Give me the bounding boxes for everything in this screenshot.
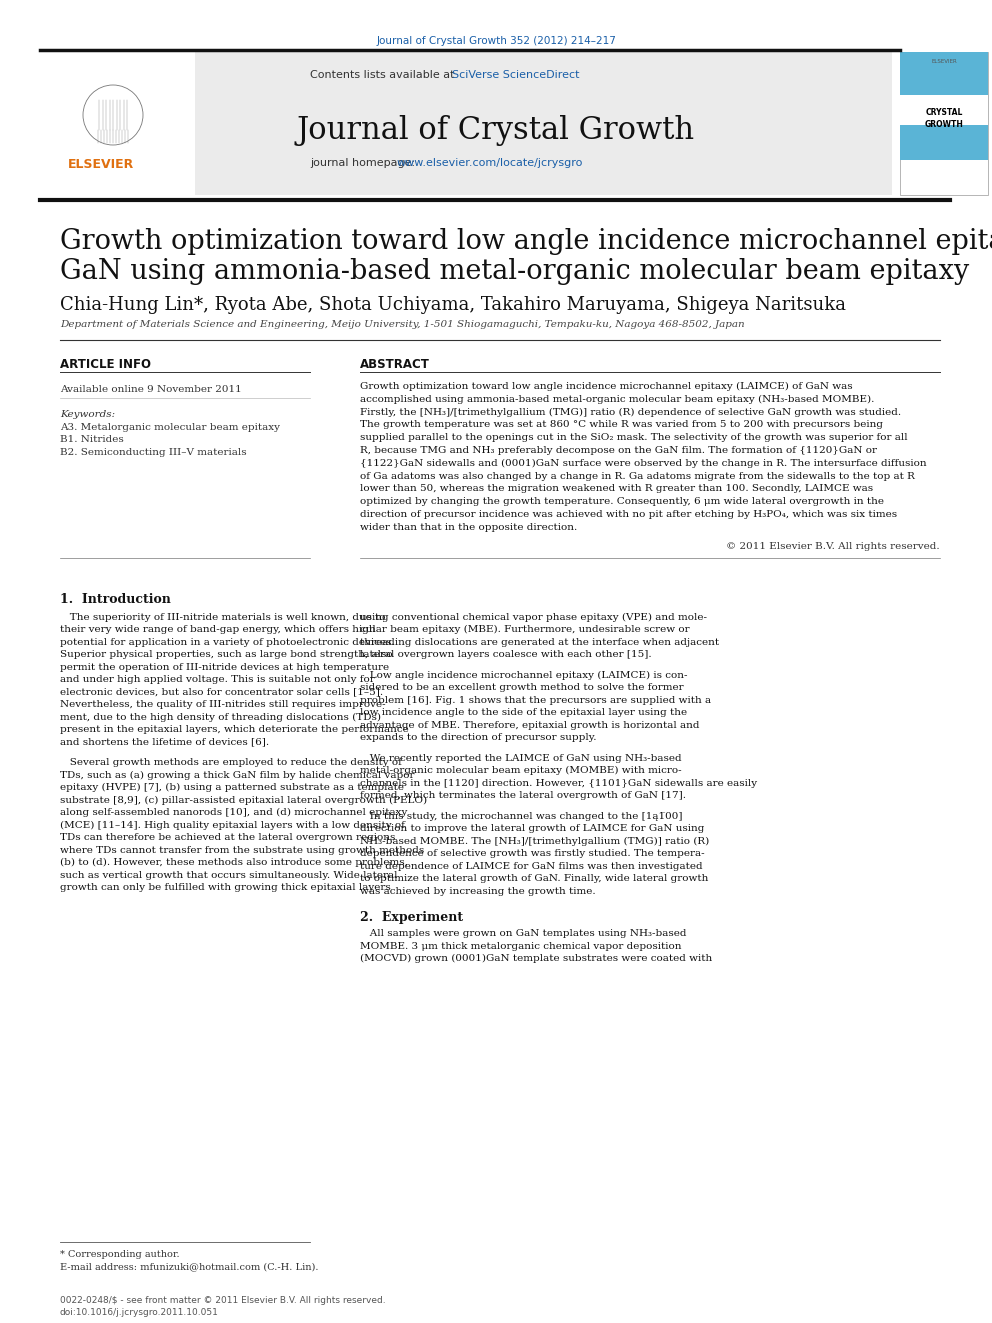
Text: present in the epitaxial layers, which deteriorate the performance: present in the epitaxial layers, which d… <box>60 725 409 734</box>
Text: The superiority of III-nitride materials is well known, due to: The superiority of III-nitride materials… <box>60 613 386 622</box>
Text: 2.  Experiment: 2. Experiment <box>360 912 463 923</box>
Text: * Corresponding author.: * Corresponding author. <box>60 1250 180 1259</box>
Text: accomplished using ammonia-based metal-organic molecular beam epitaxy (NH₃-based: accomplished using ammonia-based metal-o… <box>360 394 874 404</box>
Text: Keywords:: Keywords: <box>60 410 115 419</box>
Text: B1. Nitrides: B1. Nitrides <box>60 435 124 445</box>
Text: formed, which terminates the lateral overgrowth of GaN [17].: formed, which terminates the lateral ove… <box>360 791 686 800</box>
Text: potential for application in a variety of photoelectronic devices.: potential for application in a variety o… <box>60 638 395 647</box>
Text: SciVerse ScienceDirect: SciVerse ScienceDirect <box>452 70 579 79</box>
Text: of Ga adatoms was also changed by a change in R. Ga adatoms migrate from the sid: of Ga adatoms was also changed by a chan… <box>360 471 915 480</box>
Text: R, because TMG and NH₃ preferably decompose on the GaN film. The formation of {1: R, because TMG and NH₃ preferably decomp… <box>360 446 877 455</box>
Text: substrate [8,9], (c) pillar-assisted epitaxial lateral overgrowth (PELO): substrate [8,9], (c) pillar-assisted epi… <box>60 795 428 804</box>
Text: using conventional chemical vapor phase epitaxy (VPE) and mole-: using conventional chemical vapor phase … <box>360 613 707 622</box>
Text: ABSTRACT: ABSTRACT <box>360 359 430 370</box>
Text: electronic devices, but also for concentrator solar cells [1–5].: electronic devices, but also for concent… <box>60 688 383 697</box>
Text: 0022-0248/$ - see front matter © 2011 Elsevier B.V. All rights reserved.: 0022-0248/$ - see front matter © 2011 El… <box>60 1297 386 1304</box>
Text: advantage of MBE. Therefore, epitaxial growth is horizontal and: advantage of MBE. Therefore, epitaxial g… <box>360 721 699 729</box>
Text: Nevertheless, the quality of III-nitrides still requires improve-: Nevertheless, the quality of III-nitride… <box>60 700 386 709</box>
Text: Chia-Hung Lin*, Ryota Abe, Shota Uchiyama, Takahiro Maruyama, Shigeya Naritsuka: Chia-Hung Lin*, Ryota Abe, Shota Uchiyam… <box>60 296 846 314</box>
Text: metal-organic molecular beam epitaxy (MOMBE) with micro-: metal-organic molecular beam epitaxy (MO… <box>360 766 682 775</box>
Text: A3. Metalorganic molecular beam epitaxy: A3. Metalorganic molecular beam epitaxy <box>60 423 280 433</box>
FancyBboxPatch shape <box>60 52 195 194</box>
Text: Department of Materials Science and Engineering, Meijo University, 1-501 Shiogam: Department of Materials Science and Engi… <box>60 320 745 329</box>
Text: supplied parallel to the openings cut in the SiO₂ mask. The selectivity of the g: supplied parallel to the openings cut in… <box>360 433 908 442</box>
Text: www.elsevier.com/locate/jcrysgro: www.elsevier.com/locate/jcrysgro <box>397 157 583 168</box>
Text: {1122}GaN sidewalls and (0001)GaN surface were observed by the change in R. The : {1122}GaN sidewalls and (0001)GaN surfac… <box>360 459 927 468</box>
Text: lateral overgrown layers coalesce with each other [15].: lateral overgrown layers coalesce with e… <box>360 650 652 659</box>
Text: All samples were grown on GaN templates using NH₃-based: All samples were grown on GaN templates … <box>360 929 686 938</box>
Text: Growth optimization toward low angle incidence microchannel epitaxy (LAIMCE) of : Growth optimization toward low angle inc… <box>360 382 853 392</box>
Text: NH₃-based MOMBE. The [NH₃]/[trimethylgallium (TMG)] ratio (R): NH₃-based MOMBE. The [NH₃]/[trimethylgal… <box>360 836 709 845</box>
Text: direction to improve the lateral growth of LAIMCE for GaN using: direction to improve the lateral growth … <box>360 824 704 833</box>
Text: growth can only be fulfilled with growing thick epitaxial layers: growth can only be fulfilled with growin… <box>60 882 391 892</box>
Text: Contents lists available at: Contents lists available at <box>310 70 458 79</box>
Text: dependence of selective growth was firstly studied. The tempera-: dependence of selective growth was first… <box>360 849 704 859</box>
Text: sidered to be an excellent growth method to solve the former: sidered to be an excellent growth method… <box>360 683 683 692</box>
Text: Low angle incidence microchannel epitaxy (LAIMCE) is con-: Low angle incidence microchannel epitaxy… <box>360 671 687 680</box>
Text: Journal of Crystal Growth 352 (2012) 214–217: Journal of Crystal Growth 352 (2012) 214… <box>376 36 616 46</box>
FancyBboxPatch shape <box>900 52 988 194</box>
Text: 1.  Introduction: 1. Introduction <box>60 593 171 606</box>
Text: epitaxy (HVPE) [7], (b) using a patterned substrate as a template: epitaxy (HVPE) [7], (b) using a patterne… <box>60 783 404 792</box>
Text: TDs, such as (a) growing a thick GaN film by halide chemical vapor: TDs, such as (a) growing a thick GaN fil… <box>60 770 415 779</box>
Text: B2. Semiconducting III–V materials: B2. Semiconducting III–V materials <box>60 448 247 456</box>
Text: such as vertical growth that occurs simultaneously. Wide lateral: such as vertical growth that occurs simu… <box>60 871 398 880</box>
Text: expands to the direction of precursor supply.: expands to the direction of precursor su… <box>360 733 596 742</box>
Text: channels in the [1120] direction. However, {1101}GaN sidewalls are easily: channels in the [1120] direction. Howeve… <box>360 779 757 787</box>
Text: CRYSTAL
GROWTH: CRYSTAL GROWTH <box>925 108 963 128</box>
Text: ELSEVIER: ELSEVIER <box>68 157 134 171</box>
FancyBboxPatch shape <box>60 52 892 194</box>
Text: along self-assembled nanorods [10], and (d) microchannel epitaxy: along self-assembled nanorods [10], and … <box>60 808 408 818</box>
Text: We recently reported the LAIMCE of GaN using NH₃-based: We recently reported the LAIMCE of GaN u… <box>360 754 682 762</box>
Text: where TDs cannot transfer from the substrate using growth methods: where TDs cannot transfer from the subst… <box>60 845 425 855</box>
Text: © 2011 Elsevier B.V. All rights reserved.: © 2011 Elsevier B.V. All rights reserved… <box>726 541 940 550</box>
Text: low incidence angle to the side of the epitaxial layer using the: low incidence angle to the side of the e… <box>360 708 687 717</box>
Text: GaN using ammonia-based metal-organic molecular beam epitaxy: GaN using ammonia-based metal-organic mo… <box>60 258 969 284</box>
Text: ture dependence of LAIMCE for GaN films was then investigated: ture dependence of LAIMCE for GaN films … <box>360 861 702 871</box>
Text: (MCE) [11–14]. High quality epitaxial layers with a low density of: (MCE) [11–14]. High quality epitaxial la… <box>60 820 405 830</box>
Text: The growth temperature was set at 860 °C while R was varied from 5 to 200 with p: The growth temperature was set at 860 °C… <box>360 421 883 430</box>
Text: ARTICLE INFO: ARTICLE INFO <box>60 359 151 370</box>
Text: (b) to (d). However, these methods also introduce some problems,: (b) to (d). However, these methods also … <box>60 859 408 867</box>
Text: Journal of Crystal Growth: Journal of Crystal Growth <box>297 115 695 146</box>
Text: TDs can therefore be achieved at the lateral overgrown regions: TDs can therefore be achieved at the lat… <box>60 833 396 843</box>
Text: Growth optimization toward low angle incidence microchannel epitaxy of: Growth optimization toward low angle inc… <box>60 228 992 255</box>
Text: journal homepage:: journal homepage: <box>310 157 419 168</box>
Text: wider than that in the opposite direction.: wider than that in the opposite directio… <box>360 523 577 532</box>
Text: ment, due to the high density of threading dislocations (TDs): ment, due to the high density of threadi… <box>60 713 381 722</box>
Text: to optimize the lateral growth of GaN. Finally, wide lateral growth: to optimize the lateral growth of GaN. F… <box>360 875 708 882</box>
Text: MOMBE. 3 μm thick metalorganic chemical vapor deposition: MOMBE. 3 μm thick metalorganic chemical … <box>360 942 682 951</box>
Text: Several growth methods are employed to reduce the density of: Several growth methods are employed to r… <box>60 758 402 767</box>
Text: was achieved by increasing the growth time.: was achieved by increasing the growth ti… <box>360 886 595 896</box>
Text: and shortens the lifetime of devices [6].: and shortens the lifetime of devices [6]… <box>60 738 269 746</box>
Text: permit the operation of III-nitride devices at high temperature: permit the operation of III-nitride devi… <box>60 663 389 672</box>
Text: their very wide range of band-gap energy, which offers high: their very wide range of band-gap energy… <box>60 624 376 634</box>
Text: lower than 50, whereas the migration weakened with R greater than 100. Secondly,: lower than 50, whereas the migration wea… <box>360 484 873 493</box>
Text: problem [16]. Fig. 1 shows that the precursors are supplied with a: problem [16]. Fig. 1 shows that the prec… <box>360 696 711 705</box>
Text: Superior physical properties, such as large bond strength, also: Superior physical properties, such as la… <box>60 650 393 659</box>
Text: In this study, the microchannel was changed to the [1ą1̅00]: In this study, the microchannel was chan… <box>360 811 682 820</box>
FancyBboxPatch shape <box>900 95 988 124</box>
Text: threading dislocations are generated at the interface when adjacent: threading dislocations are generated at … <box>360 638 719 647</box>
Text: Available online 9 November 2011: Available online 9 November 2011 <box>60 385 242 394</box>
FancyBboxPatch shape <box>900 52 988 160</box>
Text: ELSEVIER: ELSEVIER <box>931 60 957 64</box>
Text: E-mail address: mfunizuki@hotmail.com (C.-H. Lin).: E-mail address: mfunizuki@hotmail.com (C… <box>60 1262 318 1271</box>
Text: optimized by changing the growth temperature. Consequently, 6 μm wide lateral ov: optimized by changing the growth tempera… <box>360 497 884 507</box>
Text: direction of precursor incidence was achieved with no pit after etching by H₃PO₄: direction of precursor incidence was ach… <box>360 509 897 519</box>
Text: Firstly, the [NH₃]/[trimethylgallium (TMG)] ratio (R) dependence of selective Ga: Firstly, the [NH₃]/[trimethylgallium (TM… <box>360 407 901 417</box>
Text: (MOCVD) grown (0001)GaN template substrates were coated with: (MOCVD) grown (0001)GaN template substra… <box>360 954 712 963</box>
Text: doi:10.1016/j.jcrysgro.2011.10.051: doi:10.1016/j.jcrysgro.2011.10.051 <box>60 1308 219 1316</box>
Text: cular beam epitaxy (MBE). Furthermore, undesirable screw or: cular beam epitaxy (MBE). Furthermore, u… <box>360 624 689 634</box>
Text: and under high applied voltage. This is suitable not only for: and under high applied voltage. This is … <box>60 675 375 684</box>
